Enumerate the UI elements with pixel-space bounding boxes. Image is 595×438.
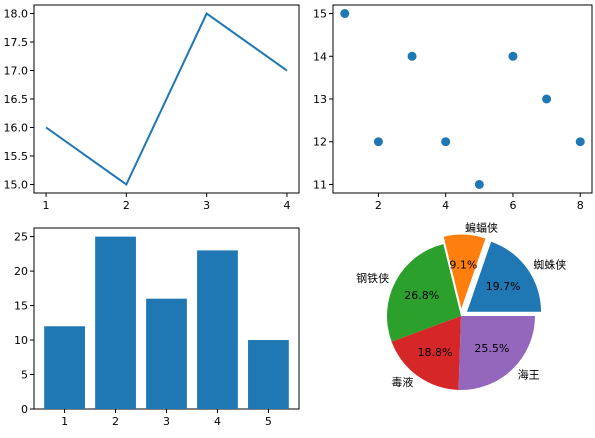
pie-category-label: 蝙蝠侠 — [465, 220, 498, 234]
y-tick-label: 15 — [14, 300, 28, 313]
y-tick-label: 5 — [21, 369, 28, 382]
pie-category-label: 海王 — [518, 368, 540, 382]
line-series — [45, 12, 288, 186]
x-tick-label: 5 — [265, 415, 272, 428]
y-tick-label: 12 — [313, 136, 327, 149]
pie-chart-panel: 19.7% 蜘蛛侠 9.1% 蝙蝠侠 26.8% 钢铁侠 18.8% 毒液 25.5% 海王 — [356, 220, 566, 390]
x-tick-label: 1 — [43, 199, 50, 212]
scatter-point — [474, 179, 484, 189]
y-tick-label: 17.0 — [4, 65, 29, 78]
y-tick-label: 15 — [313, 8, 327, 21]
x-tick-label: 8 — [577, 199, 584, 212]
x-tick-label: 2 — [375, 199, 382, 212]
pie-slice — [391, 316, 461, 390]
y-tick-label: 14 — [313, 50, 327, 63]
pie-value-label: 19.7% — [486, 280, 521, 293]
y-tick-label: 18.0 — [4, 8, 29, 21]
x-tick-label: 2 — [112, 415, 119, 428]
scatter-point — [542, 94, 552, 104]
x-tick-label: 1 — [61, 415, 68, 428]
scatter-point — [508, 51, 518, 61]
bar — [248, 340, 289, 409]
y-tick-label: 0 — [21, 403, 28, 416]
scatter-point — [407, 51, 417, 61]
y-tick-label: 20 — [14, 265, 28, 278]
bar — [95, 236, 136, 409]
x-tick-label: 2 — [123, 199, 130, 212]
scatter-point — [575, 137, 585, 147]
y-tick-label: 15.0 — [4, 178, 29, 191]
bar — [44, 326, 85, 409]
y-tick-label: 13 — [313, 93, 327, 106]
line-chart-panel: 1 2 3 4 15.0 15.5 16.0 16.5 17.0 17.5 18.0 — [4, 4, 300, 212]
pie-slice — [458, 316, 535, 390]
axes-frame — [332, 4, 593, 194]
y-tick-label: 16.0 — [4, 121, 29, 134]
x-tick-label: 4 — [214, 415, 221, 428]
scatter-chart-panel: 2 4 6 8 11 12 13 14 15 — [313, 4, 593, 212]
pie-slice — [443, 234, 486, 309]
bar — [146, 298, 187, 409]
x-tick-label: 3 — [163, 415, 170, 428]
pie-slice — [467, 241, 542, 312]
pie-value-label: 9.1% — [449, 258, 477, 271]
x-tick-label: 4 — [283, 199, 290, 212]
x-tick-label: 6 — [509, 199, 516, 212]
x-tick-label: 4 — [442, 199, 449, 212]
pie-slice — [387, 244, 461, 342]
scatter-point — [373, 137, 383, 147]
y-tick-label: 15.5 — [4, 150, 29, 163]
pie-category-label: 毒液 — [391, 375, 413, 389]
bar-chart-panel: 1 2 3 4 5 0 5 10 15 20 25 — [14, 227, 300, 428]
y-tick-label: 17.5 — [4, 36, 29, 49]
scatter-point — [340, 9, 350, 19]
bar — [197, 250, 238, 409]
pie-category-label: 蜘蛛侠 — [533, 257, 566, 271]
pie-value-label: 18.8% — [418, 346, 453, 359]
x-tick-label: 3 — [203, 199, 210, 212]
y-tick-label: 25 — [14, 231, 28, 244]
y-tick-label: 11 — [313, 178, 327, 191]
pie-value-label: 25.5% — [474, 342, 509, 355]
y-tick-label: 16.5 — [4, 93, 29, 106]
y-tick-label: 10 — [14, 334, 28, 347]
pie-category-label: 钢铁侠 — [356, 272, 389, 285]
pie-value-label: 26.8% — [404, 289, 439, 302]
scatter-point — [441, 137, 451, 147]
